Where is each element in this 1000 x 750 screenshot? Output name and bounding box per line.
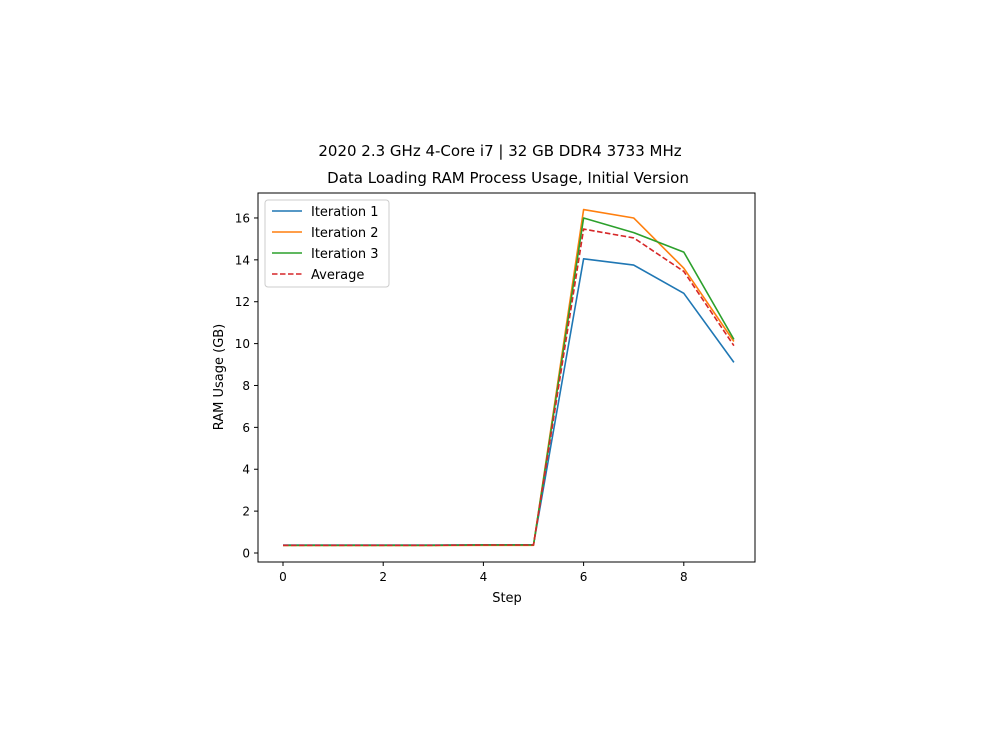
x-tick-label: 6	[580, 570, 588, 584]
figure-suptitle: 2020 2.3 GHz 4-Core i7 | 32 GB DDR4 3733…	[318, 142, 682, 160]
x-tick-label: 2	[379, 570, 387, 584]
legend-label: Iteration 3	[311, 247, 379, 262]
plot-frame	[257, 192, 756, 563]
y-tick-label: 14	[235, 253, 250, 267]
y-tick-label: 2	[242, 505, 250, 519]
x-axis: 0 2 4 6 8	[279, 562, 688, 584]
legend-label: Iteration 2	[311, 226, 379, 241]
x-tick-label: 4	[480, 570, 488, 584]
series-line-iteration-1	[283, 257, 735, 546]
y-tick-label: 8	[242, 379, 250, 393]
y-tick-label: 12	[235, 295, 250, 309]
y-axis: 0 2 4 6 8 10 12 14 16	[235, 211, 258, 561]
y-tick-label: 6	[242, 421, 250, 435]
legend: Iteration 1 Iteration 2 Iteration 3 Average	[264, 199, 390, 288]
series-line-average	[283, 228, 735, 547]
legend-box	[264, 199, 390, 288]
y-tick-label: 16	[235, 211, 250, 225]
x-axis-label: Step	[492, 591, 522, 606]
series-layer	[283, 208, 735, 547]
y-axis-label: RAM Usage (GB)	[212, 324, 227, 431]
legend-label: Average	[311, 268, 364, 283]
y-tick-label: 4	[242, 463, 250, 477]
x-tick-label: 8	[680, 570, 688, 584]
legend-label: Iteration 1	[311, 205, 379, 220]
chart-title: Data Loading RAM Process Usage, Initial …	[327, 169, 689, 187]
y-tick-label: 0	[242, 547, 250, 561]
y-tick-label: 10	[235, 337, 250, 351]
x-tick-label: 0	[279, 570, 287, 584]
